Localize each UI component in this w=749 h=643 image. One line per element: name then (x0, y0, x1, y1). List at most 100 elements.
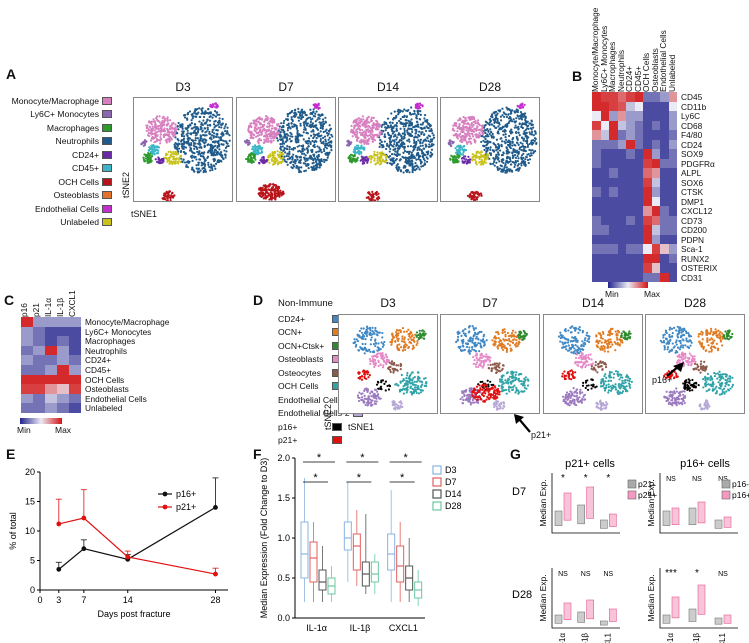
heatmap-b-cell (609, 263, 618, 273)
legend-a-item: Monocyte/Macrophage (0, 94, 112, 108)
heatmap-b-cell (660, 177, 669, 187)
chart-e-point (213, 505, 218, 510)
chart-f-box (387, 533, 396, 571)
chart-e-line-p21+ (58, 517, 216, 575)
tsne-a-title: D3 (175, 80, 191, 94)
chart-f-box (370, 561, 379, 583)
heatmap-c-cell (57, 384, 69, 394)
heatmap-b-cell (600, 158, 609, 168)
heatmap-b-cell (600, 253, 609, 263)
legend-d-item: OCN+Ctsk+ (278, 339, 342, 353)
heatmap-b-cell (651, 101, 660, 111)
legend-a-label: Neutrophils (55, 136, 99, 147)
heatmap-b-cell (592, 92, 601, 102)
heatmap-b-rowlabel: CD200 (681, 225, 707, 235)
heatmap-b-cell (609, 215, 618, 225)
heatmap-b-cell (668, 120, 677, 130)
heatmap-b-cell (626, 206, 635, 216)
chart-g-xtick-label: CXCL1 (603, 632, 612, 643)
heatmap-b-cell (643, 225, 652, 235)
heatmap-b-cell (617, 272, 626, 282)
heatmap-c-cell (45, 384, 57, 394)
heatmap-b-row (592, 234, 677, 244)
heatmap-b-cell (660, 206, 669, 216)
legend-a: Monocyte/Macrophage Ly6C+ Monocytes Macrop… (0, 94, 112, 229)
heatmap-c-cell (45, 403, 57, 413)
heatmap-b-row (592, 177, 677, 187)
tsne-a-plot (440, 97, 540, 202)
chart-g-sig-label: * (606, 473, 610, 484)
heatmap-b-cell (634, 92, 643, 102)
heatmap-b-cell (617, 111, 626, 121)
heatmap-b-row (592, 111, 677, 121)
chart-f: 0.0 0.5 1.0 1.5 2.0 Median Expression (Fold C… (259, 452, 462, 633)
heatmap-b-cell (626, 263, 635, 273)
heatmap-b-cell (668, 206, 677, 216)
chart-g-box-neg (554, 510, 563, 526)
chart-g-box-pos (723, 614, 732, 624)
heatmap-c-cell (45, 374, 57, 385)
heatmap-b-cell (617, 101, 626, 111)
heatmap-b-cell (617, 225, 626, 235)
chart-f-box (343, 521, 352, 551)
chart-e-point (125, 554, 131, 560)
legend-a-item: Neutrophils (0, 135, 112, 149)
chart-g-title-left: p21+ cells (565, 458, 615, 470)
chart-f-legend-label: D3 (445, 465, 457, 475)
tsne1-axis-a: tSNE1 (131, 209, 158, 219)
chart-f-legend-label: D14 (445, 489, 462, 499)
heatmap-c-cell (69, 355, 81, 365)
heatmap-b-row (592, 215, 677, 225)
tsne-a-scatter (140, 102, 231, 201)
legend-a-item: OCH Cells (0, 175, 112, 189)
heatmap-b-cell (668, 139, 677, 149)
chart-e-point (56, 566, 62, 572)
heatmap-c-cell (69, 336, 81, 346)
chart-e-legend-marker (162, 504, 168, 510)
heatmap-b-cell (643, 234, 652, 244)
legend-d-item: CD24+ (278, 312, 342, 326)
heatmap-c-cell (21, 384, 33, 394)
heatmap-b-cell (660, 139, 669, 149)
heatmap-b-cell (609, 101, 618, 111)
chart-e-legend-label: p21+ (176, 502, 196, 512)
heatmap-b-cell (617, 215, 626, 225)
heatmap-b-cell (660, 101, 669, 111)
heatmap-c-min: Min (17, 425, 31, 435)
heatmap-c-cell (33, 403, 45, 413)
heatmap-c-rowlabel: Unlabeled (85, 403, 123, 414)
heatmap-b-cell (617, 263, 626, 273)
chart-g-box-pos (671, 507, 680, 526)
heatmap-b-cell (634, 187, 643, 197)
heatmap-b-cell (651, 149, 660, 159)
heatmap-b-cell (609, 149, 618, 159)
heatmap-b-cell (609, 158, 618, 168)
heatmap-c-cell (57, 393, 69, 404)
heatmap-b-cell (660, 215, 669, 225)
heatmap-c-rowlabel: OCH Cells (85, 374, 125, 385)
heatmap-b-rowlabel: CD24 (681, 139, 703, 150)
legend-a-swatch (102, 96, 112, 105)
legend-a-swatch (102, 218, 112, 227)
chart-f-star: * (400, 472, 405, 484)
heatmap-b-cell (600, 215, 609, 225)
heatmap-b-cell (660, 168, 669, 178)
chart-g-ylabel: Median Exp. (538, 574, 548, 621)
chart-g-sig-label: NS (581, 571, 591, 578)
heatmap-b-cell (651, 234, 660, 244)
chart-e-xtick-label: 28 (210, 595, 220, 605)
heatmap-b-cell (643, 120, 652, 130)
heatmap-b-cell (617, 196, 626, 206)
heatmap-b-cell (643, 187, 652, 197)
legend-d-label: Osteocytes (278, 367, 321, 378)
heatmap-b-cell (643, 215, 652, 225)
heatmap-b-cell (668, 215, 677, 225)
heatmap-b-cell (617, 244, 626, 254)
heatmap-b-cell (617, 92, 626, 102)
chart-f-legend-swatch (432, 465, 442, 475)
heatmap-b-cell (609, 130, 618, 140)
legend-a-item: CD45+ (0, 162, 112, 176)
heatmap-b-cell (609, 225, 618, 235)
chart-f-ylabel: Median Expression (Fold Change to D3) (259, 458, 269, 619)
